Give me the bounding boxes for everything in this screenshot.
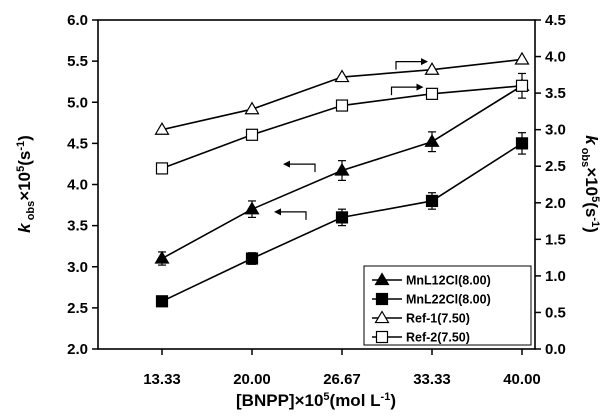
legend-label: MnL12Cl(8.00) (406, 274, 491, 288)
left-y-tick-label: 4.5 (67, 135, 88, 152)
series-MnL22Cl(8.00) (155, 132, 529, 308)
axis-arrow (289, 163, 316, 173)
data-point (515, 137, 529, 150)
data-point (425, 194, 439, 208)
right-y-tick-label: 3.5 (545, 85, 566, 102)
x-tick-label: 33.33 (413, 371, 451, 388)
axis-arrow (395, 61, 422, 70)
left-y-tick-label: 5.5 (67, 53, 88, 70)
left-y-tick-label: 5.0 (67, 94, 88, 111)
right-y-tick-label: 3.0 (545, 122, 566, 139)
data-point (425, 87, 439, 100)
right-y-tick-label: 2.0 (545, 195, 566, 212)
data-point (155, 162, 169, 175)
data-point (334, 69, 350, 83)
data-point (154, 121, 170, 135)
legend-box (363, 265, 532, 346)
right-y-tick-label: 0.5 (545, 304, 566, 321)
x-tick-label: 26.67 (323, 371, 361, 388)
data-point (334, 162, 350, 176)
axis-arrow (390, 86, 418, 96)
data-point (154, 250, 170, 264)
legend-marker (374, 272, 390, 286)
data-point (335, 99, 349, 112)
left-y-tick-label: 2.5 (67, 300, 88, 317)
data-point (424, 62, 440, 75)
data-point (244, 101, 260, 115)
right-y-tick-label: 4.0 (545, 49, 566, 66)
left-y-tick-label: 3.5 (67, 218, 88, 235)
legend: MnL12Cl(8.00) MnL22Cl(8.00) Ref-1(7.50) Ref… (363, 265, 532, 346)
left-y-ticks: 2.0 2.5 3.0 3.5 4.0 4.5 5.0 5.5 6.0 (67, 12, 98, 358)
data-point (515, 79, 529, 92)
left-y-tick-label: 6.0 (67, 12, 88, 29)
left-y-tick-label: 3.0 (67, 259, 88, 276)
axis-arrow (280, 211, 307, 220)
right-y-axis-title: k obs×105(s-1) (579, 135, 601, 233)
axis-arrow-head (283, 160, 290, 168)
series-line (161, 85, 523, 170)
x-ticks: 13.33 20.00 26.67 33.33 40.00 (143, 349, 541, 388)
right-y-tick-label: 0.0 (545, 341, 566, 358)
right-y-tick-label: 1.5 (545, 231, 566, 248)
axis-arrow-head (421, 58, 428, 66)
data-point (244, 201, 260, 215)
plot-frame (97, 19, 536, 350)
data-point (245, 252, 259, 265)
data-point (245, 128, 259, 141)
right-y-tick-label: 2.5 (545, 158, 566, 175)
x-tick-label: 40.00 (503, 371, 541, 388)
right-y-tick-label: 4.5 (545, 12, 566, 29)
legend-marker (375, 330, 389, 344)
data-point (335, 211, 349, 224)
axis-arrows (274, 58, 428, 220)
data-point (514, 51, 530, 65)
axis-arrow-head (274, 208, 281, 216)
series-Ref-2(7.50) (155, 79, 529, 175)
series-layer (154, 51, 530, 308)
legend-marker (375, 292, 389, 306)
x-axis-title: [BNPP]×105(mol L-1) (236, 391, 396, 410)
legend-marker (374, 310, 390, 324)
legend-label: Ref-1(7.50) (406, 312, 470, 326)
left-y-axis-title: k obs×105(s-1) (15, 135, 37, 233)
data-point (424, 134, 440, 147)
left-y-tick-label: 2.0 (67, 341, 88, 358)
series-Ref-1(7.50) (154, 51, 530, 135)
legend-label: Ref-2(7.50) (406, 331, 470, 345)
right-y-tick-label: 1.0 (545, 268, 566, 285)
legend-label: MnL22Cl(8.00) (406, 293, 491, 307)
data-point (155, 295, 169, 308)
x-tick-label: 20.00 (233, 371, 271, 388)
right-y-ticks: 0.0 0.5 1.0 1.5 2.0 2.5 3.0 3.5 4.0 4.5 (535, 12, 566, 358)
axis-arrow-head (416, 83, 424, 91)
left-y-tick-label: 4.0 (67, 177, 88, 194)
x-tick-label: 13.33 (143, 371, 181, 388)
